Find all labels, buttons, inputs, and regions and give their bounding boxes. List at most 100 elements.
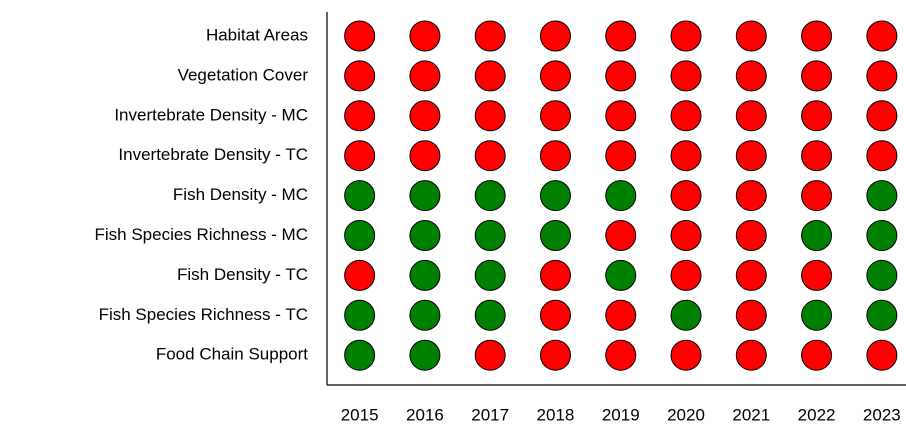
status-dot xyxy=(670,140,702,172)
status-dot xyxy=(344,339,376,371)
status-dot xyxy=(539,299,571,331)
x-tick-label: 2018 xyxy=(537,405,575,424)
status-dot xyxy=(605,299,637,331)
status-dot xyxy=(801,60,833,92)
status-dot xyxy=(539,180,571,212)
status-dot xyxy=(866,100,898,132)
status-dot xyxy=(735,299,767,331)
status-dot xyxy=(409,220,441,251)
status-dot xyxy=(409,299,441,331)
status-dot xyxy=(474,259,506,291)
status-dot xyxy=(735,60,767,92)
y-tick-label: Vegetation Cover xyxy=(178,65,309,84)
status-dot xyxy=(474,180,506,212)
status-dot xyxy=(735,339,767,371)
status-dot xyxy=(539,20,571,52)
status-dot xyxy=(801,140,833,172)
status-dot xyxy=(670,259,702,291)
status-dot xyxy=(735,20,767,52)
status-dot xyxy=(605,180,637,212)
x-tick-label: 2017 xyxy=(471,405,509,424)
status-dot xyxy=(801,100,833,132)
status-dot xyxy=(605,60,637,92)
status-dot xyxy=(605,20,637,52)
x-tick-label: 2019 xyxy=(602,405,640,424)
status-dot xyxy=(474,60,506,92)
status-dot xyxy=(409,60,441,92)
status-dot xyxy=(801,180,833,212)
y-tick-label: Invertebrate Density - MC xyxy=(114,105,308,124)
status-dot xyxy=(735,100,767,132)
y-tick-label: Habitat Areas xyxy=(206,25,308,44)
status-dot xyxy=(409,140,441,172)
status-dot xyxy=(670,339,702,371)
status-dot xyxy=(605,259,637,291)
status-dot xyxy=(539,220,571,251)
status-dot xyxy=(344,180,376,212)
status-dot xyxy=(344,220,376,251)
x-tick-label: 2023 xyxy=(863,405,901,424)
status-dot xyxy=(801,259,833,291)
y-tick-label: Food Chain Support xyxy=(156,345,308,364)
x-tick-label: 2016 xyxy=(406,405,444,424)
status-dot xyxy=(539,100,571,132)
status-dot xyxy=(801,339,833,371)
status-dot xyxy=(866,180,898,212)
status-dot xyxy=(409,20,441,52)
y-tick-label: Fish Density - MC xyxy=(173,185,308,204)
status-dot xyxy=(344,60,376,92)
status-dot xyxy=(474,20,506,52)
status-dot xyxy=(474,299,506,331)
x-tick-label: 2021 xyxy=(732,405,770,424)
status-dot xyxy=(801,20,833,52)
status-dot xyxy=(801,299,833,331)
status-dot xyxy=(735,140,767,172)
status-dot xyxy=(670,220,702,251)
y-tick-label: Invertebrate Density - TC xyxy=(118,145,308,164)
status-dot xyxy=(670,100,702,132)
status-dot xyxy=(670,180,702,212)
status-dot xyxy=(866,60,898,92)
status-dot xyxy=(474,339,506,371)
status-dot xyxy=(866,259,898,291)
status-dot xyxy=(409,339,441,371)
status-dot xyxy=(670,299,702,331)
status-dot xyxy=(474,220,506,251)
status-dot xyxy=(866,20,898,52)
status-dot xyxy=(801,220,833,251)
status-dot xyxy=(344,100,376,132)
status-dot xyxy=(605,100,637,132)
status-dot xyxy=(344,299,376,331)
status-dot xyxy=(866,220,898,251)
status-dot xyxy=(409,259,441,291)
x-tick-label: 2015 xyxy=(341,405,379,424)
status-dot xyxy=(605,339,637,371)
x-tick-label: 2022 xyxy=(798,405,836,424)
y-tick-label: Fish Density - TC xyxy=(177,265,308,284)
status-dot xyxy=(605,220,637,251)
status-dot xyxy=(539,140,571,172)
status-dot xyxy=(670,20,702,52)
status-dot xyxy=(344,20,376,52)
status-dot xyxy=(735,259,767,291)
status-dot xyxy=(605,140,637,172)
status-dot xyxy=(866,140,898,172)
status-dot xyxy=(539,60,571,92)
status-dot xyxy=(866,299,898,331)
status-dot xyxy=(670,60,702,92)
status-dot xyxy=(409,180,441,212)
status-dot xyxy=(344,259,376,291)
status-dot xyxy=(409,100,441,132)
status-dot xyxy=(474,140,506,172)
status-dot xyxy=(344,140,376,172)
status-dot xyxy=(735,180,767,212)
status-dot xyxy=(866,339,898,371)
status-dot xyxy=(735,220,767,251)
status-dot xyxy=(474,100,506,132)
y-tick-label: Fish Species Richness - TC xyxy=(99,305,308,324)
y-tick-label: Fish Species Richness - MC xyxy=(94,225,308,244)
status-dot xyxy=(539,259,571,291)
status-dot xyxy=(539,339,571,371)
x-tick-label: 2020 xyxy=(667,405,705,424)
